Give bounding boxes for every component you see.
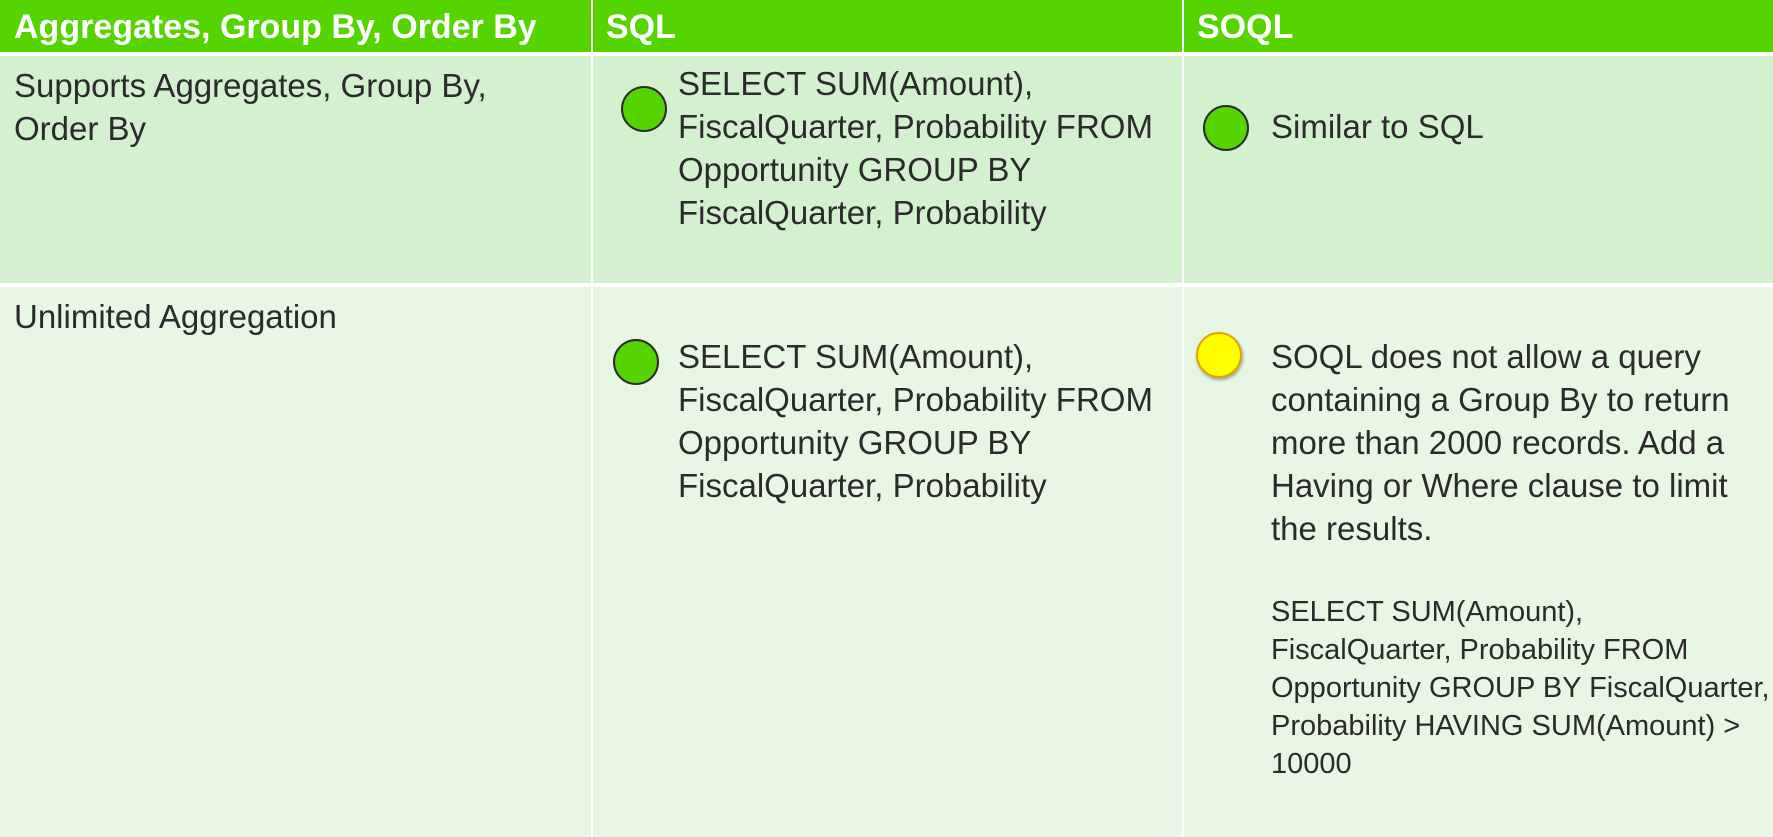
row1-soql-text: Similar to SQL — [1271, 108, 1484, 145]
row2-feature: Unlimited Aggregation — [14, 298, 337, 335]
row-divider — [0, 283, 1773, 287]
row2-soql-text: SOQL does not allow a query containing a… — [1271, 338, 1730, 547]
header-soql: SOQL — [1183, 0, 1773, 52]
row2-soql-cell: SOQL does not allow a query containing a… — [1183, 287, 1773, 837]
header-aggregates: Aggregates, Group By, Order By — [0, 0, 592, 52]
status-green-icon — [621, 86, 667, 132]
status-green-icon — [613, 339, 659, 385]
row2-sql-text: SELECT SUM(Amount), FiscalQuarter, Proba… — [678, 338, 1153, 504]
row1-sql-cell: SELECT SUM(Amount), FiscalQuarter, Proba… — [592, 56, 1183, 283]
column-divider — [1182, 0, 1184, 837]
row1-feature-cell: Supports Aggregates, Group By, Order By — [0, 56, 592, 283]
column-divider — [591, 0, 593, 837]
header-divider — [0, 52, 1773, 56]
row2-soql-example: SELECT SUM(Amount), FiscalQuarter, Proba… — [1271, 596, 1770, 780]
status-yellow-icon — [1196, 332, 1242, 378]
status-green-icon — [1203, 105, 1249, 151]
row1-feature: Supports Aggregates, Group By, Order By — [14, 67, 487, 147]
row2-feature-cell: Unlimited Aggregation — [0, 287, 592, 837]
header-sql: SQL — [592, 0, 1183, 52]
row1-soql-cell: Similar to SQL — [1183, 56, 1773, 283]
row2-sql-cell: SELECT SUM(Amount), FiscalQuarter, Proba… — [592, 287, 1183, 837]
row1-sql-text: SELECT SUM(Amount), FiscalQuarter, Proba… — [678, 65, 1153, 231]
